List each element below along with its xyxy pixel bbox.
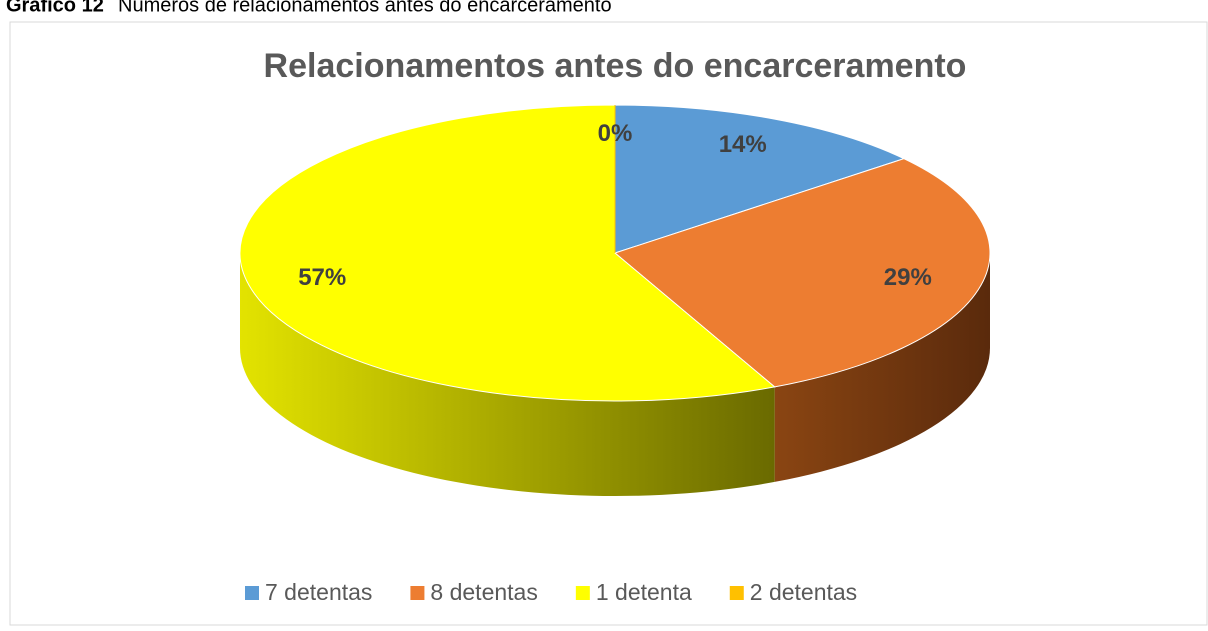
slice-side <box>239 253 775 496</box>
caption-label: Gráfico 12 <box>6 0 104 16</box>
legend-label: 8 detentas <box>430 579 537 605</box>
caption-text: Números de relacionamentos antes do enca… <box>118 0 612 16</box>
chart-title: Relacionamentos antes do encarceramento <box>264 47 967 85</box>
legend-swatch <box>410 586 425 600</box>
slice <box>613 158 991 388</box>
slice <box>614 104 906 254</box>
legend-label: 2 detentas <box>750 579 857 605</box>
legend-swatch <box>245 586 259 600</box>
slice <box>239 104 776 402</box>
data-label: 57% <box>298 264 346 291</box>
pie: 14% 29% 57% 0% <box>239 104 991 496</box>
legend-label: 7 detentas <box>265 579 372 605</box>
data-label: 14% <box>719 131 767 158</box>
legend-swatch <box>729 586 744 600</box>
legend-label: 1 detenta <box>596 579 692 605</box>
data-label: 0% <box>598 120 633 147</box>
legend: 7 detentas 8 detentas 1 detenta 2 detentas <box>245 579 857 605</box>
data-label: 29% <box>884 264 932 291</box>
slice-side <box>774 253 990 482</box>
legend-swatch <box>575 586 590 600</box>
